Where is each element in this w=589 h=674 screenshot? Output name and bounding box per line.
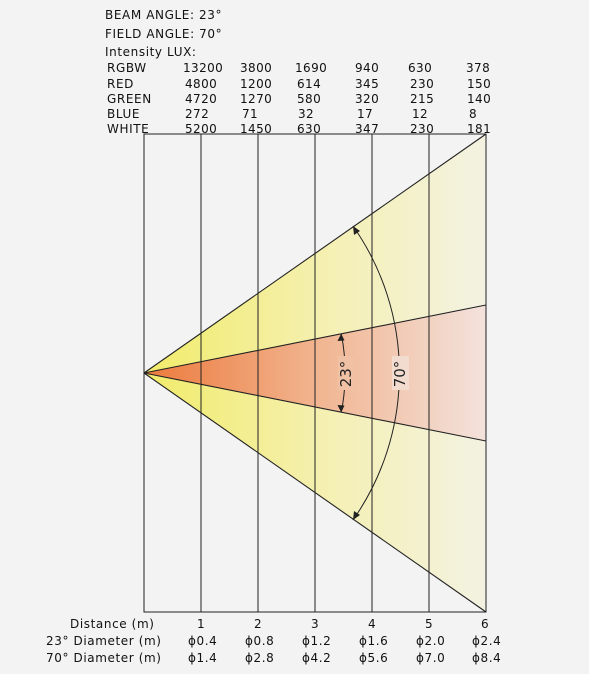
beam-diameter-label: 23° Diameter (m) [46,634,162,648]
distance-value: 1 [197,617,206,631]
lux-cell: 4800 [185,77,218,91]
lux-cell: 320 [355,92,380,106]
lux-cell: 181 [467,122,492,136]
lux-cell: 13200 [183,61,224,75]
field-label-bg [392,356,409,390]
lux-cell: 8 [469,107,478,121]
lux-cell: 5200 [185,122,218,136]
lux-cell: 630 [297,122,322,136]
distance-label: Distance (m) [70,617,155,631]
lux-cell: 345 [355,77,380,91]
distance-value: 2 [254,617,263,631]
lux-cell: 1200 [240,77,273,91]
beam-arc-arrow-bottom [337,405,345,413]
field-diameter-value: ϕ1.4 [188,651,218,665]
row-label: RED [107,77,134,91]
lux-cell: 630 [408,61,433,75]
lux-cell: 32 [298,107,315,121]
lux-cell: 17 [357,107,374,121]
beam-diameter-value: ϕ1.2 [302,634,332,648]
lux-cell: 347 [355,122,380,136]
lux-cell: 378 [466,61,491,75]
beam-edge-bottom [143,372,487,442]
field-edge-top [143,133,487,374]
lux-cell: 1690 [295,61,328,75]
beam-diameter-value: ϕ0.8 [245,634,275,648]
lux-cell: 230 [410,122,435,136]
lux-cell: 272 [185,107,210,121]
field-angle-label: 70° [391,361,409,388]
lux-cell: 940 [355,61,380,75]
beam-diameter-value: ϕ0.4 [188,634,218,648]
lux-cell: 71 [242,107,259,121]
lux-cell: 12 [412,107,429,121]
beam-diameter-value: ϕ2.4 [472,634,502,648]
distance-value: 3 [311,617,320,631]
lux-cell: 1450 [240,122,273,136]
row-label: RGBW [107,61,147,75]
beam-diameter-value: ϕ2.0 [416,634,446,648]
beam-label-bg [338,356,354,390]
field-arc-arrow-top [353,226,360,235]
beam-diameter-value: ϕ1.6 [359,634,389,648]
field-edge-bottom [143,372,487,613]
field-diameter-value: ϕ8.4 [472,651,502,665]
beam-arc-arrow-top [337,333,345,341]
distance-value: 5 [425,617,434,631]
field-diameter-value: ϕ2.8 [245,651,275,665]
beam-edge-top [143,304,487,374]
distance-value: 4 [368,617,377,631]
lux-cell: 215 [410,92,435,106]
lux-cell: 140 [467,92,492,106]
row-label: GREEN [107,92,152,106]
lux-cell: 150 [467,77,492,91]
field-diameter-label: 70° Diameter (m) [46,651,162,665]
lux-cell: 3800 [240,61,273,75]
beam-angle-label: 23° [337,361,355,388]
row-label: WHITE [107,122,150,136]
intensity-title: Intensity LUX: [105,45,197,59]
lux-cell: 230 [410,77,435,91]
distance-value: 6 [481,617,490,631]
field-diameter-value: ϕ4.2 [302,651,332,665]
lux-cell: 1270 [240,92,273,106]
field-angle-text: FIELD ANGLE: 70° [105,27,223,41]
field-diameter-value: ϕ7.0 [416,651,446,665]
lux-cell: 4720 [185,92,218,106]
beam-angle-text: BEAM ANGLE: 23° [105,8,223,22]
row-label: BLUE [107,107,141,121]
lux-cell: 614 [297,77,322,91]
field-arc-arrow-bottom [353,511,360,520]
field-diameter-value: ϕ5.6 [359,651,389,665]
lux-cell: 580 [297,92,322,106]
